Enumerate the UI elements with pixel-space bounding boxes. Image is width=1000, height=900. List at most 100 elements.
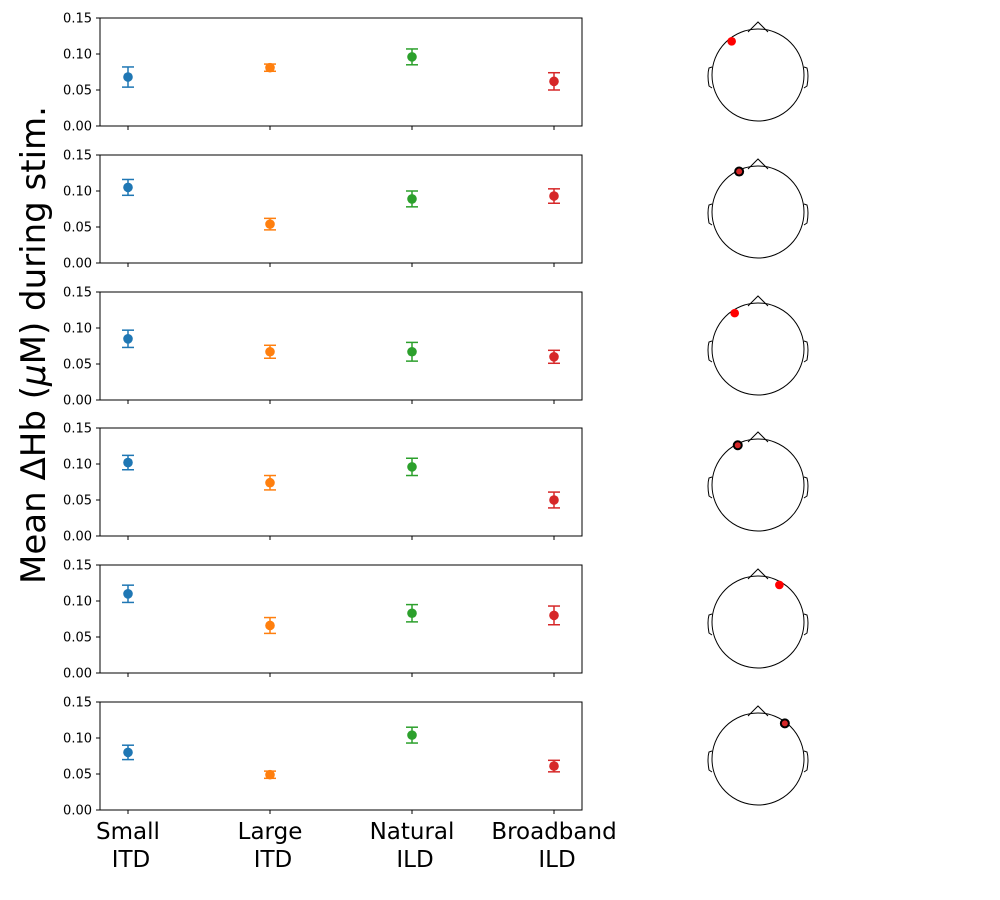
y-tick-label: 0.15 <box>63 559 92 574</box>
nose <box>747 568 769 580</box>
nose <box>747 705 769 717</box>
data-point <box>549 495 559 505</box>
data-point <box>123 72 133 82</box>
data-point <box>265 62 275 73</box>
channel-marker <box>732 440 743 451</box>
left-ear <box>707 613 713 636</box>
data-point <box>549 352 559 362</box>
left-ear <box>707 66 713 89</box>
channel-marker <box>730 308 740 318</box>
y-tick-label: 0.15 <box>63 286 92 301</box>
left-ear <box>707 340 713 363</box>
head-diagram-3 <box>707 295 809 396</box>
y-tick-label: 0.10 <box>63 322 92 337</box>
y-tick-label: 0.00 <box>63 804 92 819</box>
head-outline <box>711 165 805 259</box>
y-tick-label: 0.00 <box>63 394 92 409</box>
y-axis-label-pre: Mean ΔHb ( <box>14 386 54 584</box>
data-point <box>123 182 133 193</box>
y-tick-label: 0.10 <box>63 458 92 473</box>
channel-marker <box>734 166 745 177</box>
data-point <box>549 761 559 771</box>
y-tick-label: 0.10 <box>63 48 92 63</box>
axes-frame <box>99 564 583 674</box>
head-outline <box>711 302 805 396</box>
head-outline <box>711 712 805 806</box>
axes-frame <box>99 701 583 811</box>
y-tick-label: 0.15 <box>63 422 92 437</box>
data-point <box>265 219 275 229</box>
category-label-line2: ILD <box>538 847 575 873</box>
data-point <box>407 52 417 62</box>
head-diagram-5 <box>707 568 809 669</box>
nose <box>747 295 769 307</box>
category-label-line1: Small <box>96 819 160 845</box>
y-tick-label: 0.05 <box>63 84 92 99</box>
data-point <box>549 610 559 621</box>
data-point <box>265 769 275 780</box>
y-tick-label: 0.00 <box>63 120 92 135</box>
head-diagram-6 <box>707 705 809 806</box>
data-point <box>123 747 133 758</box>
left-ear <box>707 750 713 773</box>
data-point <box>549 76 559 87</box>
y-axis-label: Mean ΔHb (μM) during stim. <box>14 106 54 584</box>
category-label-line1: Large <box>238 819 303 845</box>
panel-4: 0.00 0.05 0.10 0.15 <box>63 422 583 545</box>
panels-layer: 0.00 0.05 0.10 0.15 0.00 0.05 0.10 0.15 0.00 0.05… <box>63 12 583 819</box>
right-ear <box>803 750 809 773</box>
y-tick-label: 0.10 <box>63 185 92 200</box>
panel-6: 0.00 0.05 0.10 0.15 <box>63 696 583 819</box>
axes-frame <box>99 17 583 127</box>
heads-layer <box>707 21 809 806</box>
y-tick-label: 0.10 <box>63 595 92 610</box>
y-axis-label-post: M) during stim. <box>14 106 54 364</box>
y-tick-label: 0.00 <box>63 530 92 545</box>
right-ear <box>803 340 809 363</box>
y-tick-label: 0.00 <box>63 257 92 272</box>
data-point <box>407 730 417 740</box>
y-tick-label: 0.10 <box>63 732 92 747</box>
data-point <box>407 346 417 357</box>
axes-frame <box>99 154 583 264</box>
y-tick-label: 0.05 <box>63 221 92 236</box>
y-tick-label: 0.05 <box>63 631 92 646</box>
y-axis-label-mu: μ <box>14 364 54 387</box>
axes-frame <box>99 427 583 537</box>
axes-frame <box>99 291 583 401</box>
category-label-line2: ITD <box>112 847 151 873</box>
y-tick-label: 0.05 <box>63 768 92 783</box>
right-ear <box>803 476 809 499</box>
nose <box>747 21 769 33</box>
head-outline <box>711 438 805 532</box>
left-ear <box>707 203 713 226</box>
data-point <box>265 477 275 488</box>
data-point <box>407 194 417 204</box>
y-tick-label: 0.05 <box>63 494 92 509</box>
panel-5: 0.00 0.05 0.10 0.15 <box>63 559 583 682</box>
data-point <box>265 346 275 357</box>
head-outline <box>711 575 805 669</box>
category-label-line2: ITD <box>254 847 293 873</box>
y-tick-label: 0.05 <box>63 358 92 373</box>
head-diagram-2 <box>707 158 809 259</box>
head-diagram-4 <box>707 431 809 532</box>
data-point <box>123 334 133 344</box>
right-ear <box>803 203 809 226</box>
channel-marker <box>727 36 736 46</box>
right-ear <box>803 66 809 89</box>
y-tick-label: 0.15 <box>63 12 92 27</box>
right-ear <box>803 613 809 636</box>
y-tick-label: 0.15 <box>63 696 92 711</box>
data-point <box>407 608 417 619</box>
data-point <box>407 462 417 472</box>
left-ear <box>707 476 713 499</box>
y-tick-label: 0.00 <box>63 667 92 682</box>
nose <box>747 158 769 170</box>
data-point <box>123 457 133 468</box>
head-outline <box>711 28 805 122</box>
panel-1: 0.00 0.05 0.10 0.15 <box>63 12 583 135</box>
nose <box>747 431 769 443</box>
category-label-line1: Natural <box>370 819 455 845</box>
